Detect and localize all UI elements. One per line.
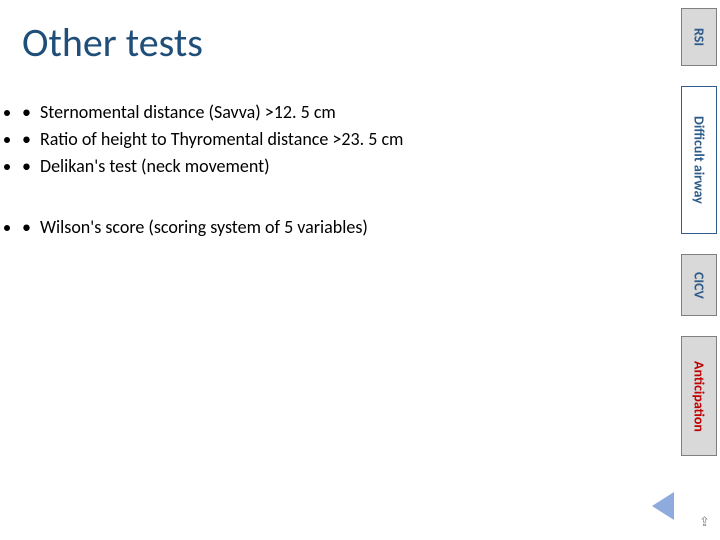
bullet-list-1: Sternomental distance (Savva) >12. 5 cm … [22,100,622,182]
side-tabs: RSI Difficult airway CICV Anticipation [678,0,720,540]
tab-anticipation-label: Anticipation [691,361,708,432]
bullet-item: Ratio of height to Thyromental distance … [22,127,622,152]
bullet-list-2: Wilson's score (scoring system of 5 vari… [22,215,622,242]
return-icon[interactable]: ⇪ [699,515,710,530]
back-arrow-icon[interactable] [652,492,674,520]
tab-anticipation[interactable]: Anticipation [681,336,717,456]
tab-rsi-label: RSI [691,28,708,46]
bullet-item: Delikan's test (neck movement) [22,154,622,179]
tab-cicv[interactable]: CICV [681,254,717,316]
tab-cicv-label: CICV [691,272,708,299]
tab-difficult-airway[interactable]: Difficult airway [681,86,717,234]
bullet-item: Wilson's score (scoring system of 5 vari… [22,215,622,240]
bullet-item: Sternomental distance (Savva) >12. 5 cm [22,100,622,125]
tab-difficult-label: Difficult airway [691,116,708,204]
slide-title: Other tests [22,18,203,67]
tab-rsi[interactable]: RSI [681,8,717,66]
